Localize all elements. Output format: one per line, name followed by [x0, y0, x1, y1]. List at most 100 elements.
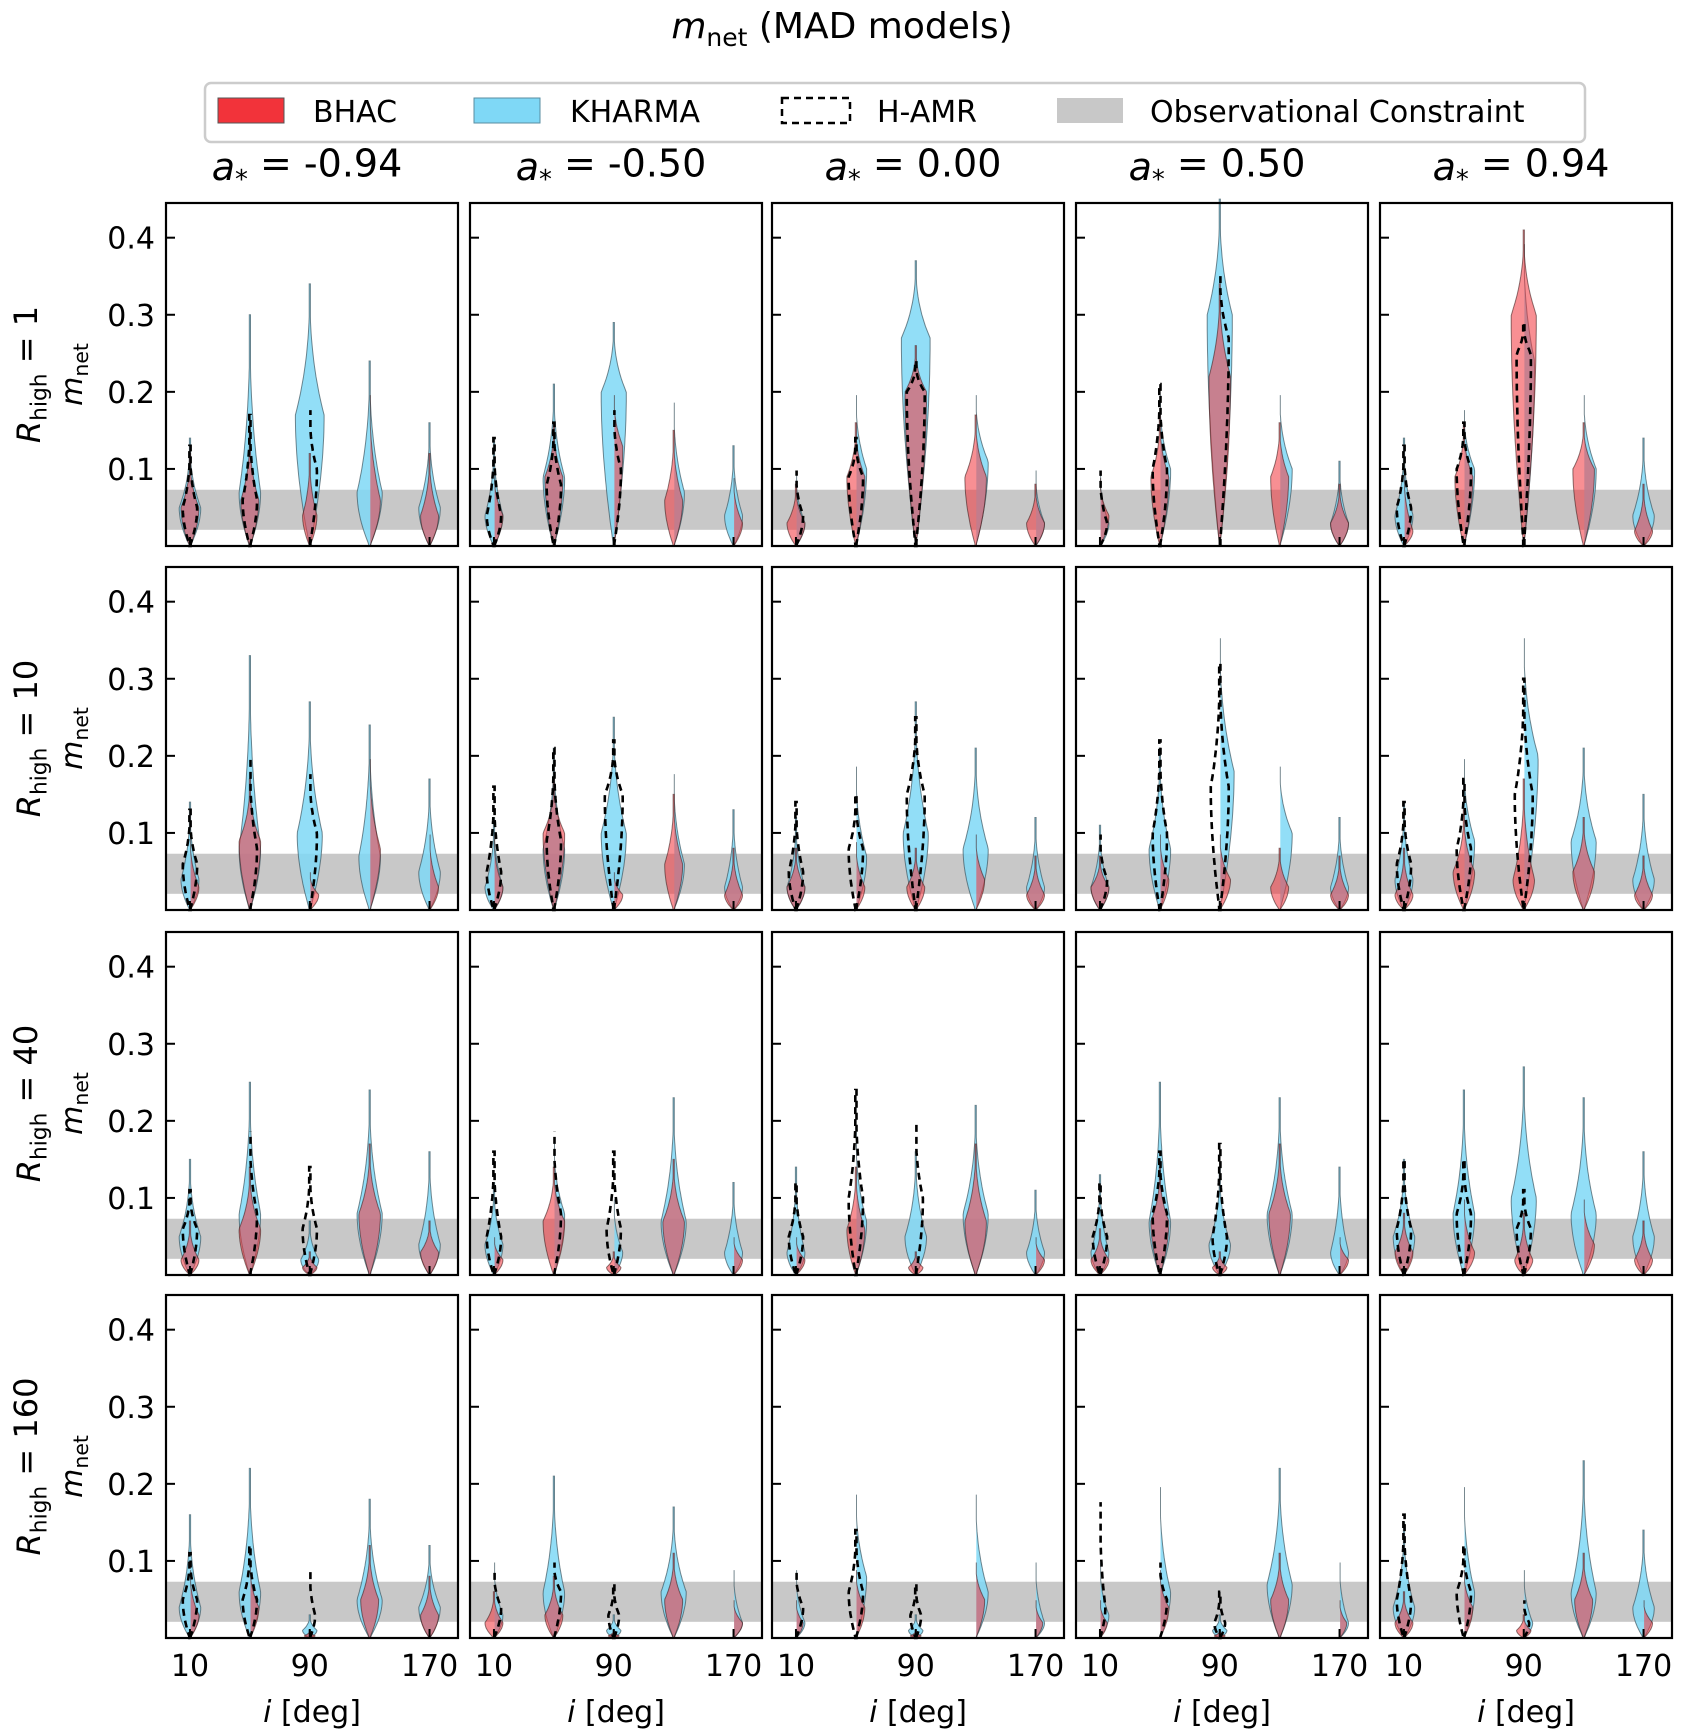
legend-constraint-label: Observational Constraint	[1150, 95, 1525, 130]
column-header: a* = 0.00	[825, 141, 1002, 194]
panel-r3-c2	[770, 1293, 1066, 1640]
y-axis-label: mnet	[55, 1435, 93, 1498]
panel-r2-c0	[164, 930, 460, 1277]
y-tick-label: 0.2	[107, 1468, 155, 1503]
column-header-subscript: *	[1456, 165, 1469, 195]
bhac-violin	[1160, 1570, 1170, 1639]
hamr-violin	[1455, 777, 1473, 912]
column-header: a* = -0.94	[212, 141, 403, 194]
hamr-violin	[181, 808, 199, 912]
hamr-violin	[241, 413, 259, 548]
legend-bhac-label: BHAC	[313, 95, 397, 130]
y-axis-label-symbol: m	[55, 741, 90, 770]
legend: BHAC KHARMA H-AMR Observational Constrai…	[203, 81, 1587, 144]
bhac-violin	[369, 395, 381, 547]
x-tick-label: 170	[401, 1649, 458, 1684]
y-tick-label: 0.1	[107, 1545, 155, 1580]
hamr-violin	[241, 1544, 259, 1640]
chart-title: mnet (MAD models)	[671, 6, 1012, 52]
column-header-symbol: a	[212, 145, 235, 189]
y-axis-label: mnet	[55, 707, 93, 770]
row-label-subscript: high	[28, 1486, 53, 1533]
panel-r2-c3	[1074, 930, 1370, 1277]
y-tick-label: 0.3	[107, 663, 155, 698]
row-label: Rhigh = 1	[7, 306, 53, 443]
row-label-value: = 10	[7, 660, 45, 748]
bhac-violin	[1212, 1251, 1228, 1276]
panel-frame	[1378, 201, 1674, 548]
panel-r1-c3	[1074, 565, 1370, 912]
hamr-violin	[1515, 321, 1533, 548]
bhac-violin	[1270, 422, 1290, 547]
hamr-violin	[485, 1150, 503, 1277]
bhac-violin	[1330, 483, 1349, 547]
row-label-symbol: R	[10, 1160, 48, 1182]
bhac-violin	[420, 1575, 439, 1639]
x-tick-label: 10	[475, 1649, 513, 1684]
panel-frame	[1074, 930, 1370, 1277]
panel-background	[772, 1295, 1064, 1638]
hamr-violin	[1151, 382, 1169, 548]
row-label-subscript: high	[28, 1113, 53, 1160]
panel-r1-c0	[164, 565, 460, 912]
bhac-violin	[494, 1237, 504, 1276]
x-axis-label: i [deg]	[1173, 1695, 1271, 1730]
column-header: a* = -0.50	[516, 141, 707, 194]
bhac-violin	[1270, 1552, 1290, 1639]
kharma-violin	[613, 1199, 624, 1276]
y-axis-label-symbol: m	[55, 1469, 90, 1498]
hamr-violin	[1395, 1513, 1413, 1640]
hamr-violin	[905, 716, 926, 912]
panel-r0-c1	[468, 201, 764, 548]
bhac-violin	[429, 834, 440, 911]
panel-frame	[164, 565, 460, 912]
x-axis-label: i [deg]	[869, 1695, 967, 1730]
panel-frame	[164, 1293, 460, 1640]
y-tick-label: 0.2	[107, 376, 155, 411]
hamr-violin	[787, 800, 805, 912]
bhac-violin	[964, 1143, 987, 1276]
x-axis-label-symbol: i	[263, 1695, 272, 1730]
panel-frame	[770, 201, 1066, 548]
row-label-value: = 1	[7, 306, 45, 374]
y-axis-label-group: mnet	[55, 1072, 93, 1135]
bhac-violin	[1026, 483, 1045, 547]
y-axis-label-subscript: net	[69, 1072, 93, 1105]
x-tick-label: 10	[777, 1649, 815, 1684]
x-tick-label: 10	[1385, 1649, 1423, 1684]
hamr-violin	[485, 436, 503, 548]
x-axis-label: i [deg]	[1477, 1695, 1575, 1730]
hamr-violin	[1395, 444, 1413, 548]
x-tick-label: 10	[171, 1649, 209, 1684]
x-axis-label-symbol: i	[1477, 1695, 1486, 1730]
y-tick-label: 0.1	[107, 453, 155, 488]
legend-hamr-swatch	[780, 96, 852, 125]
hamr-violin	[301, 1165, 319, 1277]
bhac-violin	[908, 1251, 924, 1276]
hamr-violin	[787, 1181, 805, 1277]
row-label: Rhigh = 160	[7, 1378, 53, 1556]
y-axis-label: mnet	[55, 1072, 93, 1135]
bhac-violin	[664, 1552, 684, 1639]
bhac-violin	[369, 759, 381, 911]
panel-frame	[164, 930, 460, 1277]
row-label-subscript: high	[28, 748, 53, 795]
hamr-violin	[309, 774, 319, 910]
hamr-violin	[795, 470, 805, 547]
column-header-subscript: *	[539, 165, 552, 195]
panel-r2-c4	[1378, 930, 1674, 1277]
row-label-group: Rhigh = 1	[7, 306, 53, 443]
x-tick-label: 170	[1311, 1649, 1368, 1684]
kharma-violin	[1523, 1570, 1534, 1639]
hamr-violin	[1455, 1544, 1473, 1640]
row-label-symbol: R	[10, 1533, 48, 1555]
column-header-symbol: a	[825, 145, 848, 189]
hamr-violin	[1395, 1158, 1413, 1277]
y-tick-label: 0.3	[107, 299, 155, 334]
x-tick-label: 170	[1007, 1649, 1064, 1684]
bhac-violin	[1268, 1143, 1291, 1276]
column-header-value: = -0.94	[248, 141, 402, 185]
x-tick-label: 10	[1081, 1649, 1119, 1684]
bhac-violin	[420, 1220, 439, 1276]
